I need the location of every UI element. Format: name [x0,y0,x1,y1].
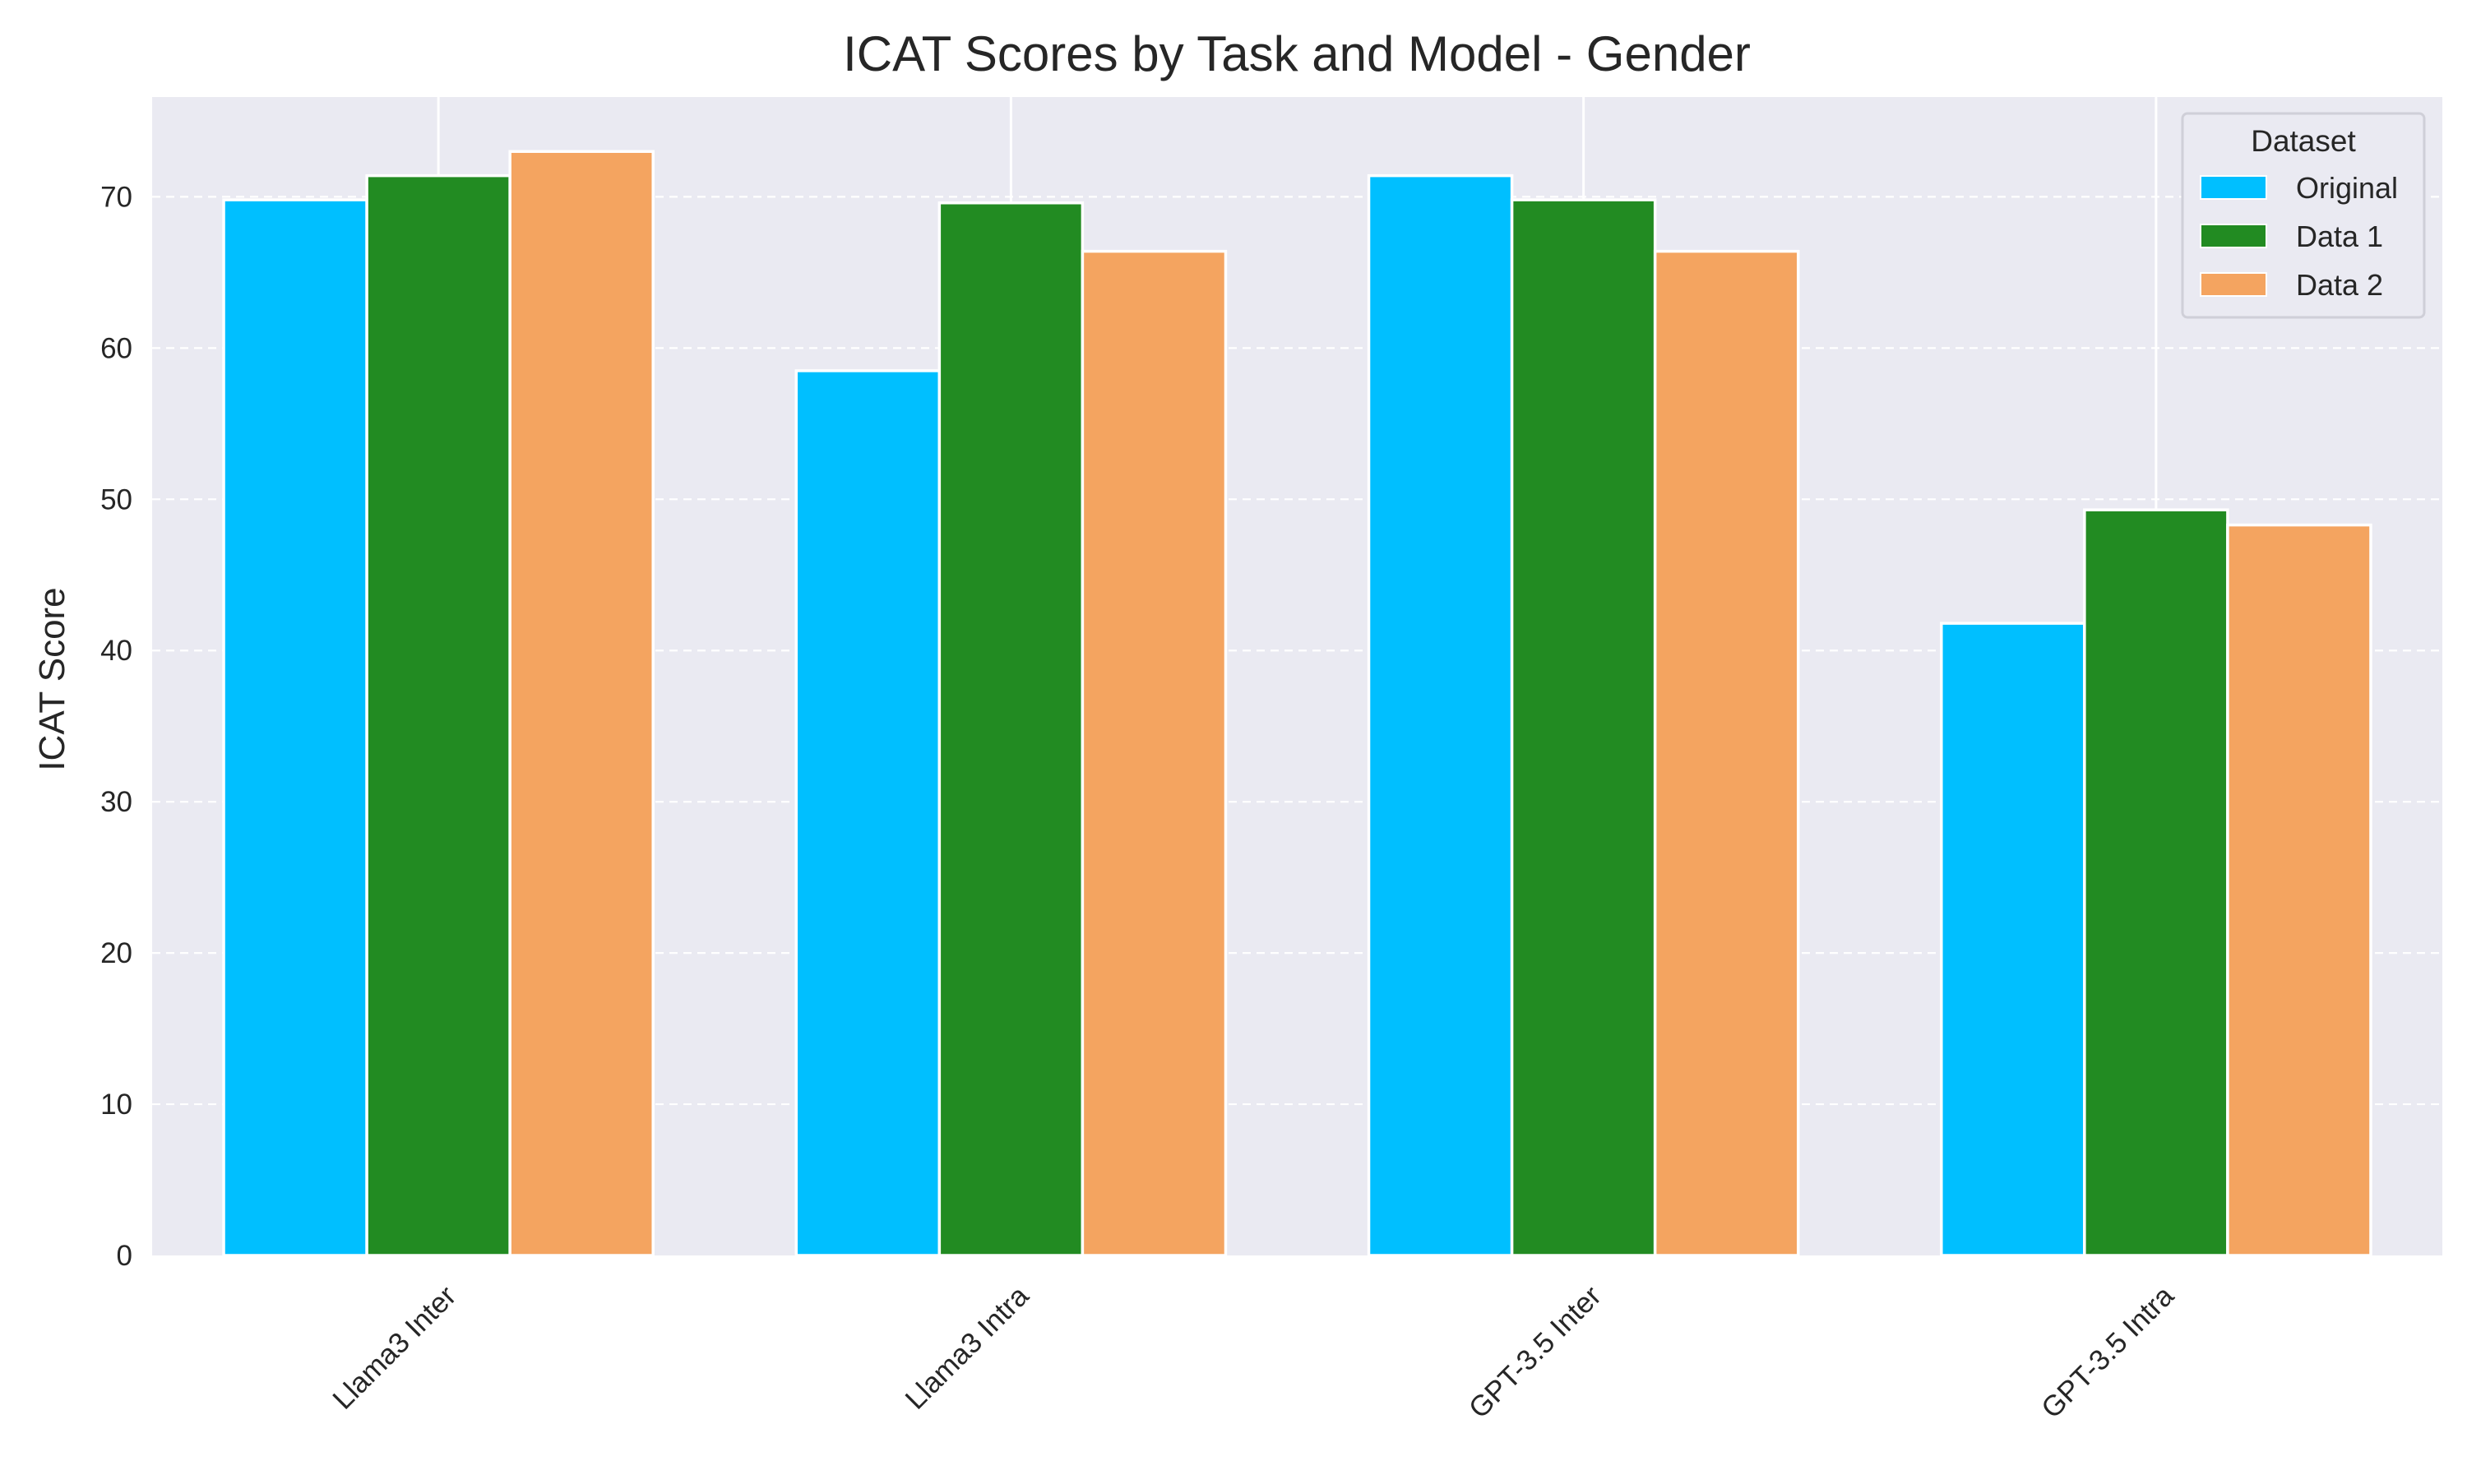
y-tick-label: 30 [100,786,132,818]
bar-data-2-llama3-inter [508,150,655,1257]
bar-data-1-gpt-3-5-intra [2083,508,2229,1257]
bar-original-gpt-3-5-inter [1367,173,1514,1257]
plot-area: 0 10 20 30 40 50 60 70 Llama3 Inter Llama3 Intra G… [100,97,2442,1425]
x-tick-label: GPT-3.5 Intra [2035,1279,2181,1425]
bar-data-2-gpt-3-5-inter [1653,249,1800,1257]
chart-legend: Dataset Original Data 1 Data 2 [2181,112,2426,319]
y-tick-label: 50 [100,483,132,515]
y-tick-label: 20 [100,937,132,969]
legend-swatch [2200,272,2267,297]
y-tick-label: 60 [100,332,132,364]
legend-title: Dataset [2251,124,2356,158]
bar-original-llama3-inter [222,198,368,1257]
legend-label: Data 2 [2296,268,2383,302]
chart-title: ICAT Scores by Task and Model - Gender [843,26,1751,81]
x-tick-label: Llama3 Inter [326,1279,462,1415]
bar-data-1-gpt-3-5-inter [1510,198,1657,1257]
bar-original-llama3-intra [794,369,942,1257]
bar-original-gpt-3-5-intra [1940,622,2086,1257]
bar-data-1-llama3-intra [937,201,1085,1257]
legend-swatch [2200,224,2267,248]
y-tick-label: 0 [117,1240,132,1272]
y-axis-label: ICAT Score [32,587,72,770]
x-tick-label: GPT-3.5 Inter [1463,1279,1608,1424]
y-tick-label: 10 [100,1089,132,1121]
x-tick-label: Llama3 Intra [899,1279,1035,1416]
legend-label: Data 1 [2296,220,2383,253]
bar-data-2-llama3-intra [1081,249,1228,1257]
y-tick-label: 70 [100,181,132,213]
legend-box [2181,112,2426,319]
bar-data-1-llama3-inter [365,173,511,1257]
bar-data-2-gpt-3-5-intra [2226,523,2372,1257]
legend-label: Original [2296,171,2398,205]
y-tick-label: 40 [100,635,132,667]
legend-swatch [2200,175,2267,200]
